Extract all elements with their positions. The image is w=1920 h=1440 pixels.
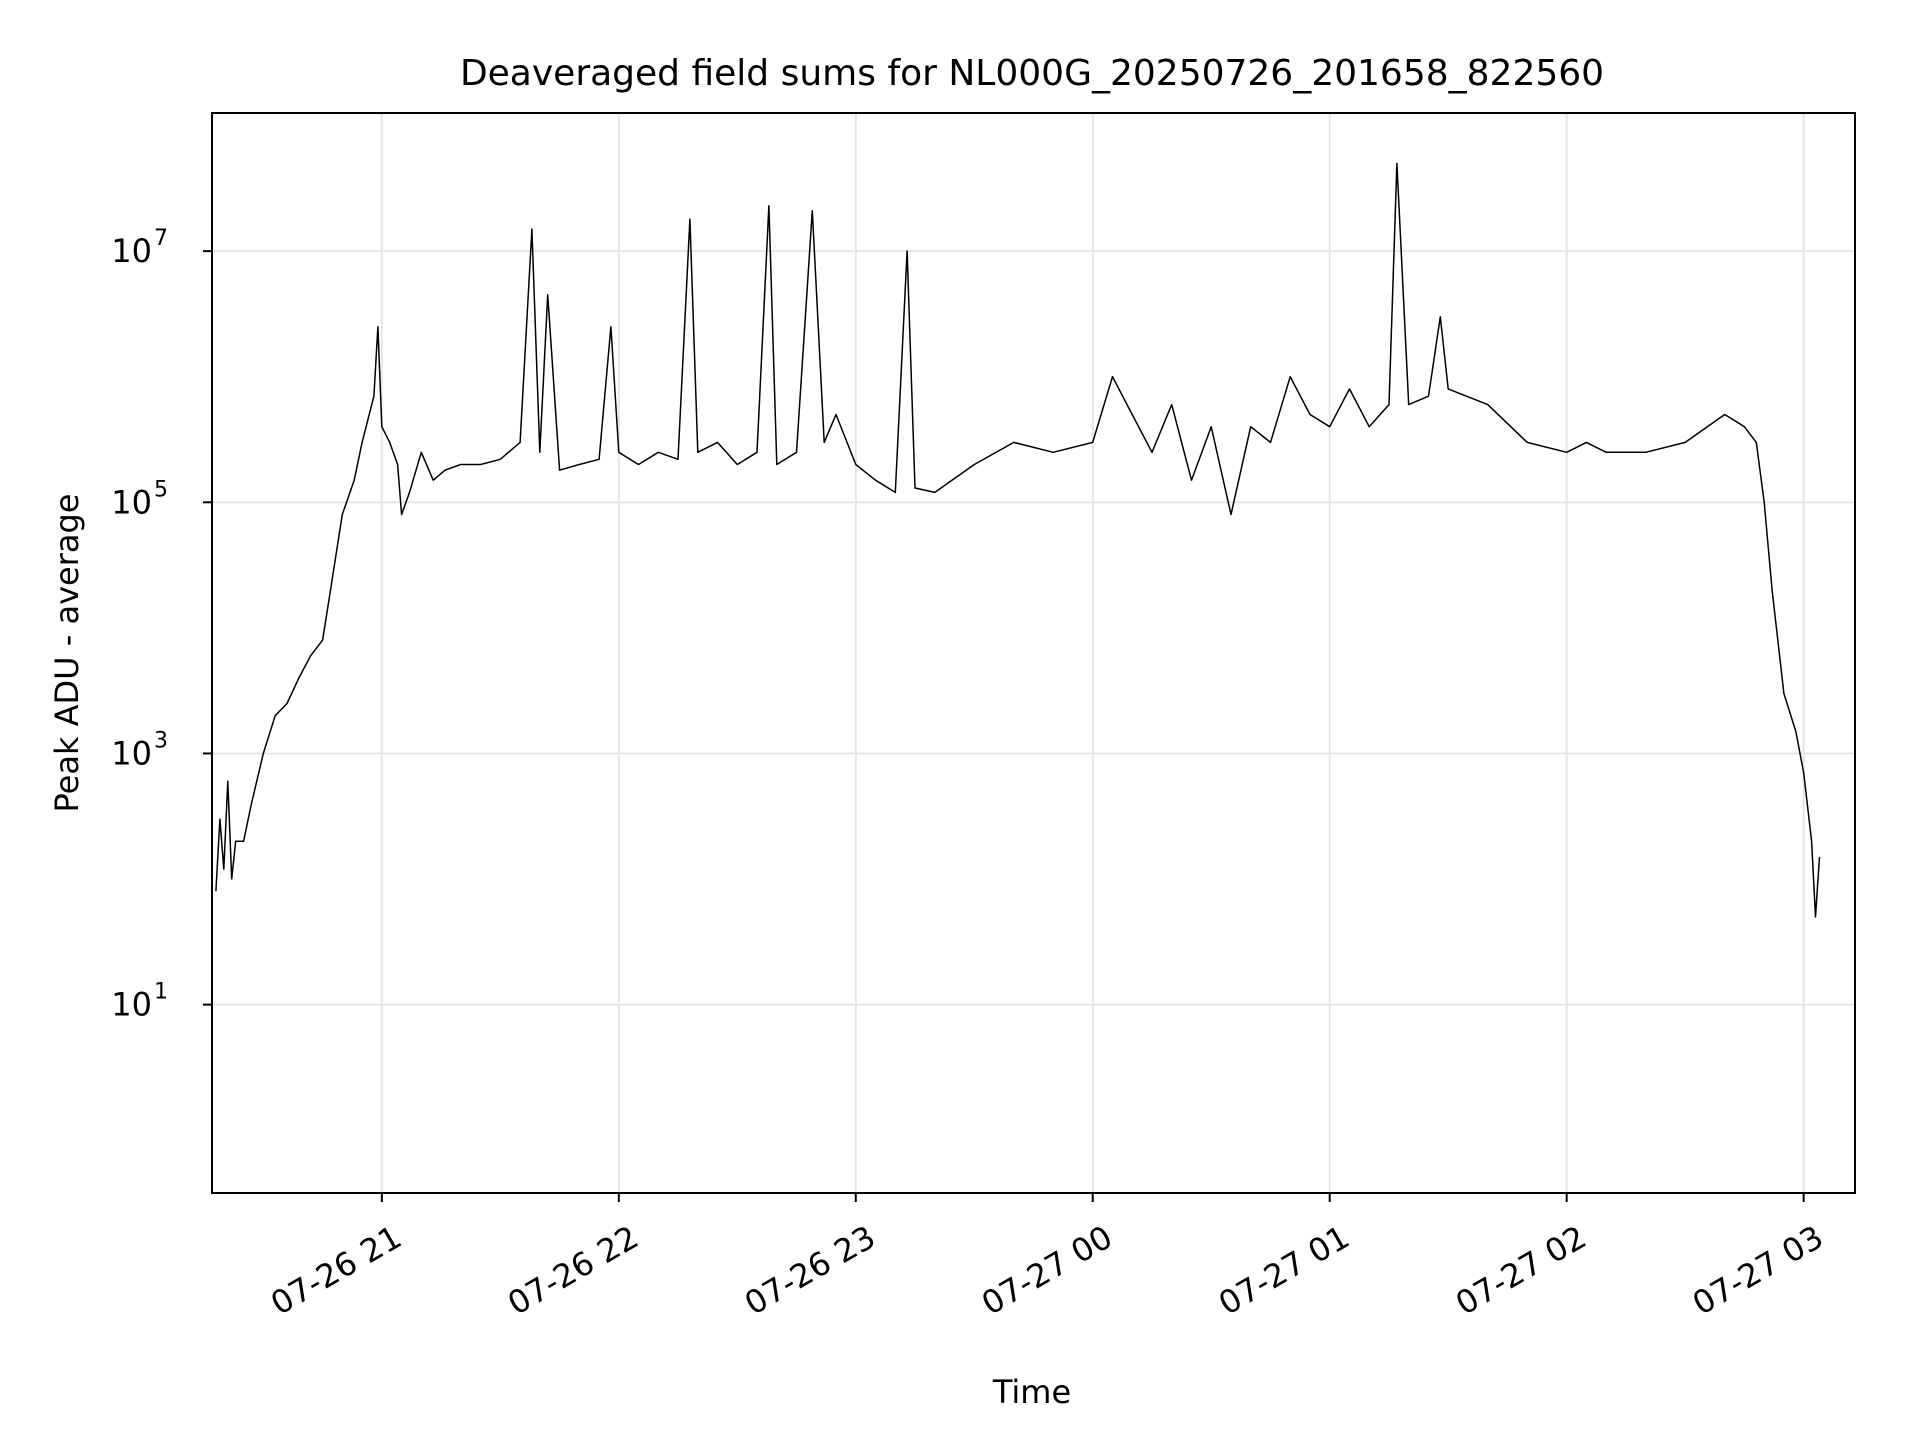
x-axis-label: Time [992,1373,1071,1411]
series-layer [215,162,1821,918]
y-axis-label: Peak ADU - average [48,494,86,813]
y-tick-base: 10 [111,734,152,772]
y-tick-base: 10 [111,232,152,270]
plot-frame [211,112,1856,1194]
y-tick-exponent: 1 [154,980,168,1005]
series-line-0 [215,162,1821,918]
y-tick-exponent: 7 [154,226,168,251]
y-tick-label: 10 3 [111,728,168,772]
y-tick-exponent: 5 [154,477,168,502]
y-tick-label: 10 1 [111,980,168,1024]
y-tick-base: 10 [111,986,152,1024]
y-tick-label: 10 7 [111,226,168,270]
y-tick-base: 10 [111,483,152,521]
y-tick-exponent: 3 [154,728,168,753]
y-tick-label: 10 5 [111,477,168,521]
grid [212,113,1855,1193]
chart-title: Deaveraged field sums for NL000G_2025072… [460,53,1604,94]
